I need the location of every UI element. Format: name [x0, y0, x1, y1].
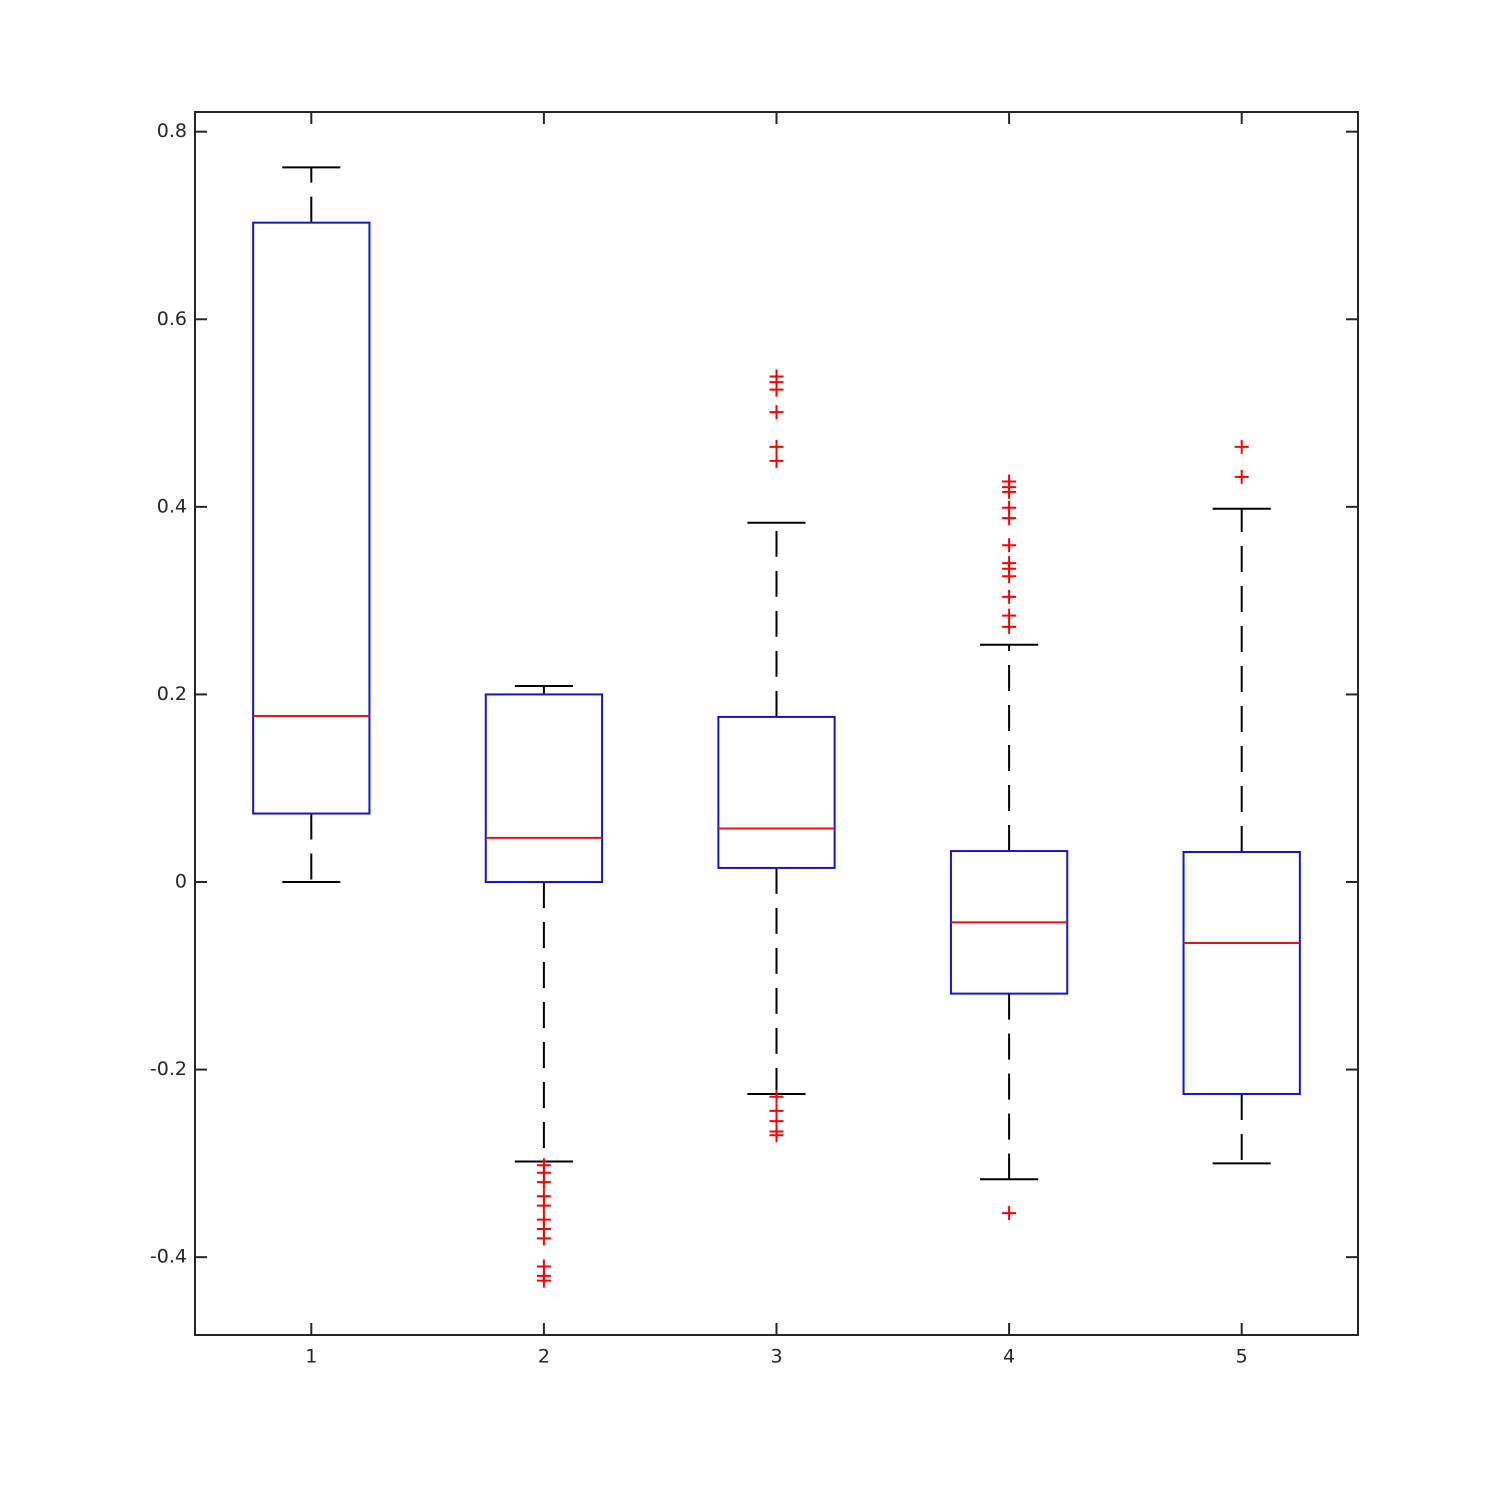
y-tick-label: 0.4	[157, 495, 187, 517]
box	[484, 693, 604, 884]
outlier	[1002, 589, 1017, 604]
box	[717, 715, 836, 869]
outlier	[769, 382, 784, 397]
outlier	[769, 1128, 784, 1143]
y-tick-label: 0.2	[157, 683, 187, 705]
outlier	[536, 1231, 551, 1246]
outlier	[769, 1089, 784, 1104]
y-tick-label: 0	[175, 871, 187, 893]
outlier	[1002, 569, 1017, 584]
x-tick-label: 3	[770, 1346, 782, 1368]
outlier	[769, 453, 784, 468]
y-tick-label: 0.8	[157, 120, 187, 142]
outlier	[1002, 484, 1017, 499]
y-tick-label: -0.4	[150, 1246, 187, 1268]
outlier	[1002, 1206, 1017, 1221]
y-tick-label: -0.2	[150, 1058, 187, 1080]
x-tick-label: 1	[305, 1346, 317, 1368]
x-tick-label: 5	[1236, 1346, 1248, 1368]
x-tick-label: 4	[1003, 1346, 1015, 1368]
outlier	[1234, 439, 1249, 454]
outlier	[769, 405, 784, 420]
outlier	[1002, 538, 1017, 553]
outlier	[1002, 619, 1017, 634]
y-tick-label: 0.6	[157, 308, 187, 330]
outlier	[536, 1175, 551, 1190]
outlier	[769, 439, 784, 454]
outlier	[536, 1273, 551, 1288]
x-tick-label: 2	[538, 1346, 550, 1368]
outlier	[536, 1198, 551, 1213]
box	[252, 221, 371, 815]
box	[1182, 850, 1301, 1095]
outlier	[1234, 469, 1249, 484]
outlier	[1002, 511, 1017, 526]
